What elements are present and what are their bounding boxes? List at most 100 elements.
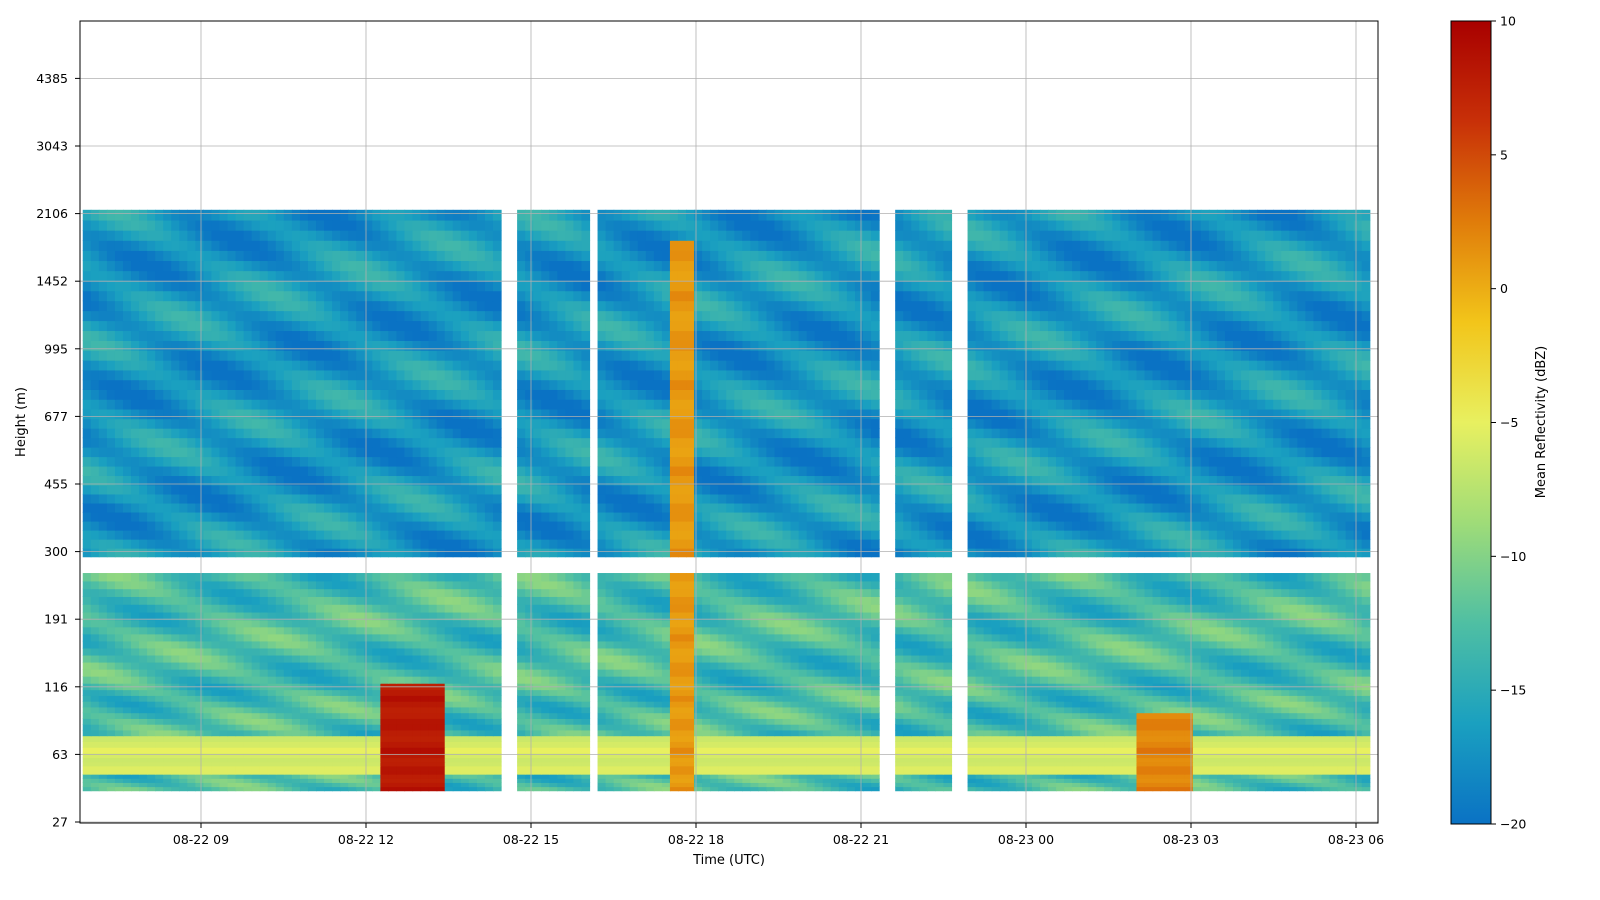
heatmap-cell [895, 640, 904, 649]
heatmap-cell [999, 604, 1009, 613]
heatmap-cell [299, 712, 309, 719]
heatmap-cell [726, 611, 735, 621]
heatmap-cell [653, 778, 663, 783]
heatmap-cell [702, 654, 711, 663]
heatmap-cell [476, 774, 486, 779]
heatmap-cell [1233, 729, 1242, 737]
heatmap-cell [975, 695, 985, 702]
heatmap-cell [396, 669, 406, 677]
heatmap-cell [742, 669, 751, 677]
heatmap-cell [718, 654, 727, 663]
heatmap-cell [1361, 706, 1371, 714]
heatmap-cell [1144, 741, 1154, 748]
heatmap-cell [597, 706, 607, 714]
heatmap-cell [484, 786, 494, 792]
heatmap-cell [90, 782, 100, 788]
heatmap-cell [404, 774, 414, 779]
heatmap-cell [846, 782, 856, 788]
heatmap-cell [452, 712, 462, 719]
heatmap-cell [774, 786, 784, 792]
heatmap-cell [653, 604, 663, 613]
heatmap-cell [155, 654, 164, 663]
heatmap-cell [661, 712, 671, 719]
heatmap-cell [98, 706, 108, 714]
heatmap-cell [822, 735, 832, 742]
heatmap-cell [324, 741, 333, 748]
heatmap-cell [243, 689, 253, 696]
heatmap-cell [1096, 669, 1105, 677]
heatmap-cell [1329, 778, 1339, 783]
heatmap-cell [581, 695, 591, 702]
heatmap-cell [187, 661, 196, 670]
heatmap-cell [476, 604, 486, 613]
heatmap-cell [291, 752, 301, 759]
heatmap-cell [1056, 774, 1065, 779]
heatmap-cell [661, 747, 671, 754]
heatmap-cell [702, 757, 711, 763]
heatmap-cell [822, 706, 832, 714]
heatmap-cell [919, 747, 928, 754]
heatmap-cell [1015, 757, 1025, 763]
heatmap-cell [1007, 718, 1017, 725]
heatmap-cell [621, 706, 631, 714]
heatmap-cell [919, 626, 928, 635]
heatmap-cell [677, 647, 687, 656]
heatmap-cell [830, 626, 840, 635]
heatmap-cell [187, 774, 196, 779]
heatmap-cell [613, 769, 623, 775]
heatmap-cell [324, 596, 333, 605]
heatmap-cell [1265, 712, 1274, 719]
heatmap-cell [1088, 706, 1097, 714]
heatmap-cell [267, 647, 277, 656]
heatmap-cell [316, 761, 325, 767]
heatmap-cell [935, 782, 945, 788]
heatmap-cell [211, 701, 221, 708]
heatmap-cell [822, 778, 832, 783]
heatmap-cell [251, 769, 261, 775]
heatmap-cell [420, 782, 430, 788]
heatmap-cell [82, 735, 92, 742]
heatmap-cell [533, 757, 542, 763]
heatmap-cell [565, 741, 575, 748]
heatmap-cell [291, 701, 301, 708]
heatmap-cell [122, 778, 132, 783]
heatmap-cell [1168, 626, 1178, 635]
heatmap-cell [1200, 747, 1210, 754]
heatmap-cell [243, 712, 253, 719]
heatmap-cell [340, 765, 349, 771]
heatmap-cell [1305, 729, 1315, 737]
heatmap-cell [1168, 661, 1178, 670]
heatmap-cell [581, 774, 591, 779]
heatmap-cell [364, 661, 373, 670]
heatmap-cell [677, 706, 687, 714]
heatmap-cell [1112, 611, 1121, 621]
heatmap-cell [251, 661, 261, 670]
heatmap-cell [557, 741, 566, 748]
heatmap-cell [179, 729, 188, 737]
heatmap-cell [669, 752, 679, 759]
heatmap-cell [694, 669, 703, 677]
heatmap-cell [871, 735, 880, 742]
heatmap-cell [774, 765, 784, 771]
heatmap-cell [259, 774, 269, 779]
heatmap-cell [935, 689, 945, 696]
heatmap-cell [694, 701, 703, 708]
heatmap-cell [999, 782, 1009, 788]
heatmap-cell [492, 661, 502, 670]
heatmap-cell [903, 747, 912, 754]
heatmap-cell [396, 619, 406, 628]
heatmap-cell [155, 647, 164, 656]
heatmap-cell [943, 676, 953, 684]
heatmap-cell [476, 626, 486, 635]
heatmap-cell [911, 611, 920, 621]
heatmap-cell [316, 741, 325, 748]
heatmap-cell [1353, 769, 1363, 775]
heatmap-cell [597, 786, 607, 792]
heatmap-cell [155, 669, 164, 677]
heatmap-cell [412, 782, 422, 788]
heatmap-cell [476, 676, 486, 684]
heatmap-cell [806, 761, 816, 767]
heatmap-cell [597, 747, 607, 754]
heatmap-cell [106, 782, 116, 788]
heatmap-cell [90, 654, 100, 663]
